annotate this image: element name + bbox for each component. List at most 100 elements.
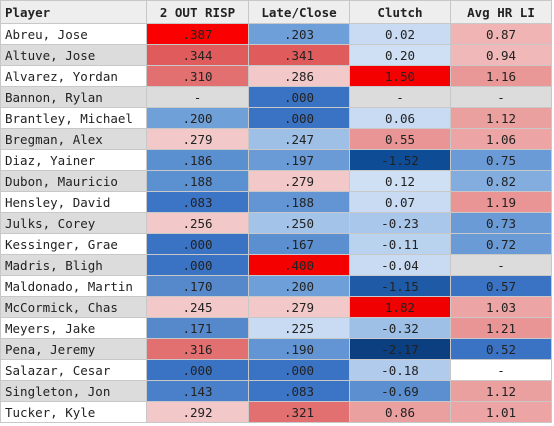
player-name-cell: Julks, Corey: [0, 212, 147, 234]
table-row[interactable]: Tucker, Kyle .292.321 0.86 1.01: [0, 401, 552, 423]
late-close-cell: .203: [248, 23, 350, 45]
late-close-cell: .250: [248, 212, 350, 234]
table-row[interactable]: McCormick, Chas .245.279 1.82 1.03: [0, 296, 552, 318]
late-close-cell: .200: [248, 275, 350, 297]
clutch-cell: -0.69: [349, 380, 451, 402]
2-out-risp-cell: .256: [146, 212, 249, 234]
clutch-cell: -0.04: [349, 254, 451, 276]
clutch-cell: 1.50: [349, 65, 451, 87]
player-name-cell: Singleton, Jon: [0, 380, 147, 402]
table-row[interactable]: Meyers, Jake .171.225 -0.32 1.21: [0, 317, 552, 339]
header-row: Player 2 OUT RISP Late/Close Clutch Avg …: [0, 0, 552, 24]
avg-hr-li-cell: 0.72: [450, 233, 552, 255]
player-name-cell: Altuve, Jose: [0, 44, 147, 66]
table-row[interactable]: Kessinger, Grae .000.167 -0.11 0.72: [0, 233, 552, 255]
late-close-cell: .279: [248, 296, 350, 318]
avg-hr-li-cell: -: [450, 359, 552, 381]
player-name-cell: Diaz, Yainer: [0, 149, 147, 171]
clutch-cell: 0.20: [349, 44, 451, 66]
2-out-risp-cell: .171: [146, 317, 249, 339]
avg-hr-li-cell: 1.19: [450, 191, 552, 213]
2-out-risp-cell: .279: [146, 128, 249, 150]
clutch-cell: 0.02: [349, 23, 451, 45]
clutch-cell: 0.07: [349, 191, 451, 213]
player-name-cell: Bannon, Rylan: [0, 86, 147, 108]
table-row[interactable]: Dubon, Mauricio .188.279 0.12 0.82: [0, 170, 552, 192]
2-out-risp-cell: .245: [146, 296, 249, 318]
player-name-cell: Dubon, Mauricio: [0, 170, 147, 192]
player-name-cell: McCormick, Chas: [0, 296, 147, 318]
table-row[interactable]: Pena, Jeremy .316.190 -2.17 0.52: [0, 338, 552, 360]
table-row[interactable]: Singleton, Jon .143.083 -0.69 1.12: [0, 380, 552, 402]
avg-hr-li-cell: -: [450, 254, 552, 276]
player-name-cell: Madris, Bligh: [0, 254, 147, 276]
avg-hr-li-cell: 1.03: [450, 296, 552, 318]
clutch-cell: -0.32: [349, 317, 451, 339]
player-name-cell: Maldonado, Martin: [0, 275, 147, 297]
late-close-cell: .341: [248, 44, 350, 66]
2-out-risp-cell: .292: [146, 401, 249, 423]
clutch-cell: -1.15: [349, 275, 451, 297]
table-row[interactable]: Diaz, Yainer .186.197 -1.52 0.75: [0, 149, 552, 171]
2-out-risp-cell: .000: [146, 233, 249, 255]
table-row[interactable]: Brantley, Michael .200.000 0.06 1.12: [0, 107, 552, 129]
late-close-cell: .000: [248, 359, 350, 381]
table-row[interactable]: Salazar, Cesar .000.000 -0.18-: [0, 359, 552, 381]
player-name-cell: Salazar, Cesar: [0, 359, 147, 381]
late-close-cell: .225: [248, 317, 350, 339]
clutch-cell: 0.86: [349, 401, 451, 423]
player-name-cell: Kessinger, Grae: [0, 233, 147, 255]
late-close-cell: .286: [248, 65, 350, 87]
clutch-cell: -: [349, 86, 451, 108]
2-out-risp-cell: .170: [146, 275, 249, 297]
table-row[interactable]: Madris, Bligh .000.400 -0.04-: [0, 254, 552, 276]
avg-hr-li-cell: -: [450, 86, 552, 108]
player-name-cell: Tucker, Kyle: [0, 401, 147, 423]
2-out-risp-cell: .083: [146, 191, 249, 213]
table-row[interactable]: Abreu, Jose .387.203 0.02 0.87: [0, 23, 552, 45]
clutch-cell: 0.06: [349, 107, 451, 129]
column-header-player[interactable]: Player: [0, 0, 147, 24]
late-close-cell: .000: [248, 86, 350, 108]
2-out-risp-cell: .200: [146, 107, 249, 129]
clutch-cell: -0.18: [349, 359, 451, 381]
player-name-cell: Alvarez, Yordan: [0, 65, 147, 87]
table-row[interactable]: Bregman, Alex .279.247 0.55 1.06: [0, 128, 552, 150]
table-row[interactable]: Maldonado, Martin .170.200 -1.15 0.57: [0, 275, 552, 297]
late-close-cell: .247: [248, 128, 350, 150]
avg-hr-li-cell: 0.87: [450, 23, 552, 45]
player-name-cell: Brantley, Michael: [0, 107, 147, 129]
column-header-2-out-risp[interactable]: 2 OUT RISP: [146, 0, 249, 24]
2-out-risp-cell: .143: [146, 380, 249, 402]
late-close-cell: .167: [248, 233, 350, 255]
late-close-cell: .083: [248, 380, 350, 402]
clutch-cell: -2.17: [349, 338, 451, 360]
late-close-cell: .400: [248, 254, 350, 276]
avg-hr-li-cell: 1.16: [450, 65, 552, 87]
table-row[interactable]: Altuve, Jose .344.341 0.20 0.94: [0, 44, 552, 66]
table-row[interactable]: Bannon, Rylan - .000- -: [0, 86, 552, 108]
player-name-cell: Abreu, Jose: [0, 23, 147, 45]
2-out-risp-cell: .186: [146, 149, 249, 171]
2-out-risp-cell: -: [146, 86, 249, 108]
table-row[interactable]: Alvarez, Yordan .310.286 1.50 1.16: [0, 65, 552, 87]
late-close-cell: .197: [248, 149, 350, 171]
2-out-risp-cell: .000: [146, 359, 249, 381]
avg-hr-li-cell: 0.82: [450, 170, 552, 192]
2-out-risp-cell: .000: [146, 254, 249, 276]
late-close-cell: .279: [248, 170, 350, 192]
avg-hr-li-cell: 0.75: [450, 149, 552, 171]
table-row[interactable]: Hensley, David .083.188 0.07 1.19: [0, 191, 552, 213]
clutch-cell: -1.52: [349, 149, 451, 171]
late-close-cell: .190: [248, 338, 350, 360]
table-row[interactable]: Julks, Corey .256.250 -0.23 0.73: [0, 212, 552, 234]
2-out-risp-cell: .316: [146, 338, 249, 360]
clutch-cell: 1.82: [349, 296, 451, 318]
column-header-clutch[interactable]: Clutch: [349, 0, 451, 24]
column-header-avg-hr-li[interactable]: Avg HR LI: [450, 0, 552, 24]
2-out-risp-cell: .387: [146, 23, 249, 45]
avg-hr-li-cell: 1.06: [450, 128, 552, 150]
avg-hr-li-cell: 0.52: [450, 338, 552, 360]
column-header-late-close[interactable]: Late/Close: [248, 0, 350, 24]
player-name-cell: Pena, Jeremy: [0, 338, 147, 360]
